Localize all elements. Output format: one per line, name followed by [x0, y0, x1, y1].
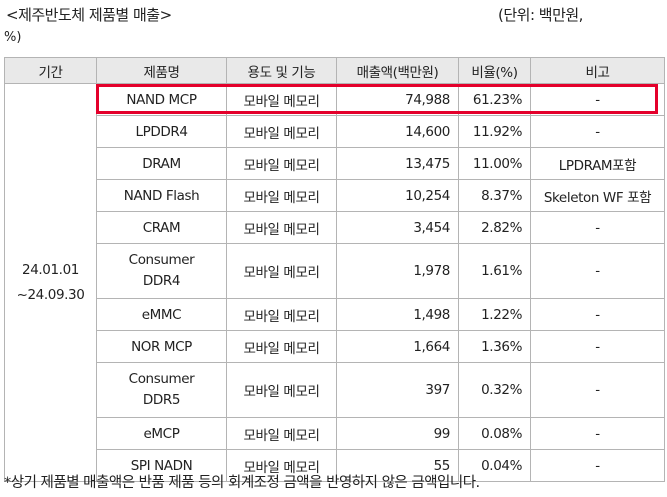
note-cell: - [530, 449, 665, 482]
product-name: eMMC [141, 306, 182, 323]
sales-cell: 1,498 [336, 298, 459, 331]
usage-cell: 모바일 메모리 [226, 330, 337, 363]
product-name: NAND MCP [126, 91, 197, 108]
table-row: CRAM 모바일 메모리 3,454 2.82% - [5, 211, 665, 244]
usage-cell: 모바일 메모리 [226, 211, 337, 244]
table-row: Consumer DDR4 모바일 메모리 1,978 1.61% - [5, 243, 665, 299]
note-cell: - [530, 115, 665, 148]
product-name-cell: LPDDR4 [96, 115, 227, 148]
sales-cell: 14,600 [336, 115, 459, 148]
note-cell: - [530, 330, 665, 363]
ratio-cell: 11.00% [458, 147, 531, 180]
usage-cell: 모바일 메모리 [226, 417, 337, 450]
sales-cell: 397 [336, 362, 459, 418]
note-cell: - [530, 243, 665, 299]
ratio-cell: 1.22% [458, 298, 531, 331]
ratio-cell: 11.92% [458, 115, 531, 148]
product-name-cell: eMMC [96, 298, 227, 331]
table-caption: <제주반도체 제품별 매출> [6, 6, 172, 24]
product-name-cell: DRAM [96, 147, 227, 180]
table-row: DRAM 모바일 메모리 13,475 11.00% LPDRAM포함 [5, 147, 665, 180]
sales-by-product-table: 기간 제품명 용도 및 기능 매출액(백만원) 비율(%) 비고 24.01.0… [4, 57, 665, 482]
usage-cell: 모바일 메모리 [226, 449, 337, 482]
header-ratio: 비율(%) [458, 57, 531, 84]
table-row: eMCP 모바일 메모리 99 0.08% - [5, 417, 665, 450]
ratio-cell: 0.32% [458, 362, 531, 418]
note-cell: Skeleton WF 포함 [530, 179, 665, 212]
usage-cell: 모바일 메모리 [226, 243, 337, 299]
product-name-cell: eMCP [96, 417, 227, 450]
product-name: CRAM [142, 219, 181, 236]
table-row: 24.01.01 ~24.09.30 NAND MCP 모바일 메모리 74,988 61… [4, 83, 665, 482]
product-name: DRAM [142, 155, 181, 172]
product-name: Consumer [128, 371, 195, 387]
product-name-cell: CRAM [96, 211, 227, 244]
note-cell: - [530, 298, 665, 331]
note-cell: - [530, 83, 665, 116]
note-cell: - [530, 362, 665, 418]
ratio-cell: 1.36% [458, 330, 531, 363]
sales-cell: 10,254 [336, 179, 459, 212]
table-row: NAND Flash 모바일 메모리 10,254 8.37% Skeleton WF … [5, 179, 665, 212]
usage-cell: 모바일 메모리 [226, 362, 337, 418]
ratio-cell: 1.61% [458, 243, 531, 299]
product-name-cell: SPI NADN [96, 449, 227, 482]
header-sales: 매출액(백만원) [336, 57, 459, 84]
note-cell: - [530, 417, 665, 450]
usage-cell: 모바일 메모리 [226, 83, 337, 116]
note-cell: - [530, 211, 665, 244]
ratio-cell: 0.08% [458, 417, 531, 450]
period-cell: 24.01.01 ~24.09.30 [4, 83, 97, 482]
product-name-cell: NAND MCP [96, 83, 227, 116]
sales-cell: 3,454 [336, 211, 459, 244]
product-name-line2: DDR4 [142, 273, 181, 289]
ratio-cell: 2.82% [458, 211, 531, 244]
ratio-cell: 0.04% [458, 449, 531, 482]
usage-cell: 모바일 메모리 [226, 298, 337, 331]
sales-cell: 13,475 [336, 147, 459, 180]
table-row: NOR MCP 모바일 메모리 1,664 1.36% - [5, 330, 665, 363]
product-name: Consumer [128, 252, 195, 268]
footnote: *상기 제품별 매출액은 반품 제품 등의 회계조정 금액을 반영하지 않은 금… [4, 475, 480, 491]
ratio-cell: 61.23% [458, 83, 531, 116]
product-name: SPI NADN [130, 457, 193, 474]
table-row: SPI NADN 모바일 메모리 55 0.04% - [5, 449, 665, 482]
product-name: LPDDR4 [135, 123, 188, 140]
product-name-cell: Consumer DDR5 [96, 362, 227, 418]
header-product: 제품명 [96, 57, 227, 84]
product-name: eMCP [143, 425, 180, 442]
product-name-cell: NOR MCP [96, 330, 227, 363]
product-name: NOR MCP [131, 338, 192, 355]
sales-cell: 1,664 [336, 330, 459, 363]
sales-cell: 1,978 [336, 243, 459, 299]
product-name-line2: DDR5 [142, 392, 181, 408]
sales-cell: 74,988 [336, 83, 459, 116]
note-cell: LPDRAM포함 [530, 147, 665, 180]
product-name-cell: NAND Flash [96, 179, 227, 212]
table-row: eMMC 모바일 메모리 1,498 1.22% - [5, 298, 665, 331]
header-period: 기간 [4, 57, 97, 84]
sales-cell: 99 [336, 417, 459, 450]
usage-cell: 모바일 메모리 [226, 179, 337, 212]
period-start: 24.01.01 [22, 261, 79, 278]
table-header-row: 기간 제품명 용도 및 기능 매출액(백만원) 비율(%) 비고 [4, 57, 665, 84]
unit-label: (단위: 백만원, [498, 6, 583, 24]
table-row: LPDDR4 모바일 메모리 14,600 11.92% - [5, 115, 665, 148]
header-note: 비고 [530, 57, 665, 84]
table-row: Consumer DDR5 모바일 메모리 397 0.32% - [5, 362, 665, 418]
product-name: NAND Flash [123, 187, 200, 204]
usage-cell: 모바일 메모리 [226, 147, 337, 180]
product-name-cell: Consumer DDR4 [96, 243, 227, 299]
usage-cell: 모바일 메모리 [226, 115, 337, 148]
header-usage: 용도 및 기능 [226, 57, 337, 84]
unit-label-continued: %) [4, 30, 22, 45]
ratio-cell: 8.37% [458, 179, 531, 212]
period-end: ~24.09.30 [16, 286, 85, 303]
